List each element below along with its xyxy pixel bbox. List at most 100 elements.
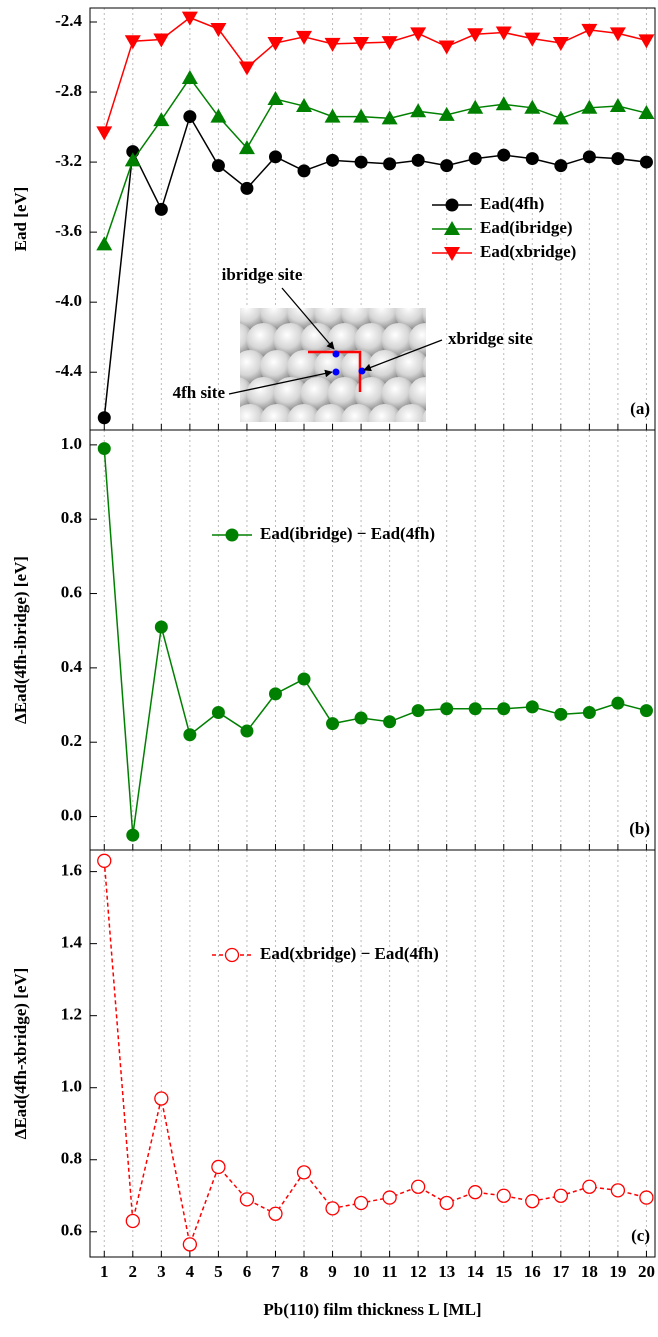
marker [639,155,653,169]
marker [353,37,370,52]
atom [206,350,240,384]
legend-marker [444,221,460,235]
marker [581,99,598,114]
marker [182,1237,198,1252]
marker [153,112,170,127]
atom [300,377,335,411]
legend-marker [224,947,240,963]
atom [273,323,308,357]
marker [324,108,341,123]
marker [382,1190,397,1205]
series-line [103,860,647,1248]
atom [206,404,240,438]
marker [440,702,454,716]
marker [354,711,368,725]
marker [268,687,282,701]
marker [552,110,569,125]
marker [611,696,625,710]
marker [582,1179,597,1194]
legend-label: Ead(ibridge) − Ead(4fh) [260,524,435,543]
marker [154,620,168,634]
y-tick-label: -2.4 [55,11,82,30]
marker [353,108,370,123]
marker [554,159,568,173]
y-tick-label: 0.8 [61,1149,82,1168]
marker [552,37,569,52]
series-line [103,448,647,836]
marker [524,99,541,114]
marker [440,159,454,173]
marker [183,728,197,742]
marker [268,150,282,164]
marker [183,110,197,124]
plot-frame [89,429,656,851]
site-dot [358,367,366,375]
atom [206,296,240,330]
bridge-lines [308,350,362,392]
annotation-arrow [363,339,443,372]
y-tick-label: 1.0 [61,434,82,453]
marker [582,705,596,719]
marker [638,34,655,49]
legend-marker [445,198,459,212]
atom [354,323,389,357]
x-tick-label: 17 [552,1262,570,1281]
atom [368,404,402,422]
marker [296,30,313,45]
marker [296,98,313,113]
marker [553,1188,568,1203]
marker [383,157,397,171]
y-axis-title: ΔEad(4fh-xbridge) [eV] [11,968,30,1140]
atom [422,410,426,422]
atom [314,404,348,422]
legend-label: Ead(xbridge) [480,242,576,261]
marker [381,36,398,51]
marker [638,105,655,120]
atom [301,269,335,303]
marker [297,672,311,686]
atom [422,308,426,324]
marker [611,152,625,166]
marker [467,28,484,43]
marker [97,411,111,425]
atom [240,350,267,384]
marker [439,1195,454,1211]
atom [260,404,294,422]
y-tick-label: 1.4 [61,933,83,952]
marker [524,32,541,47]
plot-frame [89,849,656,1258]
marker [525,1194,540,1209]
x-tick-label: 18 [581,1262,598,1281]
atom [300,323,335,357]
marker [181,11,198,26]
inset [206,269,426,438]
marker [438,40,455,55]
marker [438,106,455,121]
marker [497,148,511,162]
x-tick-label: 10 [353,1262,370,1281]
marker [240,724,254,738]
atom [287,350,321,384]
panel-label: (c) [631,1226,650,1245]
y-tick-label: 1.0 [61,1077,82,1096]
marker [609,98,626,113]
atom [354,377,389,411]
legend-marker [444,247,460,261]
atom [341,350,375,384]
atom [341,404,375,422]
x-tick-label: 15 [495,1262,512,1281]
x-tick-label: 11 [382,1262,398,1281]
x-tick-label: 4 [186,1262,195,1281]
x-tick-label: 5 [214,1262,223,1281]
y-axis-title: ΔEad(4fh-ibridge) [eV] [11,556,30,724]
atom [381,323,416,357]
annotation: ibridge site [222,265,303,284]
marker [238,140,255,155]
marker [267,91,284,106]
inset-balls [206,269,426,438]
marker [154,202,168,216]
marker [239,1192,255,1207]
atom [382,269,416,303]
marker [496,1188,511,1203]
marker [497,702,511,716]
